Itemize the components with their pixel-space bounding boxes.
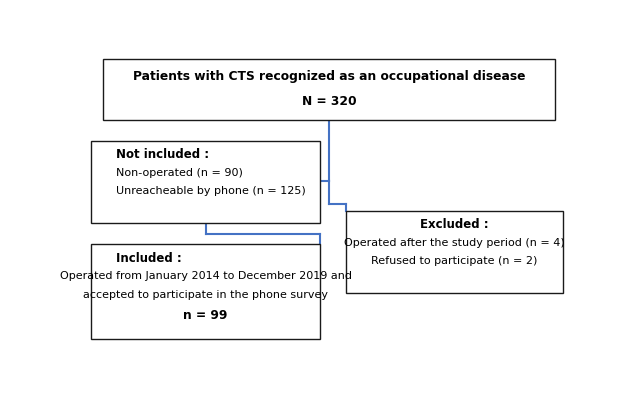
- Bar: [103, 59, 555, 120]
- Text: Not included :: Not included :: [116, 149, 209, 162]
- Text: N = 320: N = 320: [302, 95, 356, 108]
- Text: n = 99: n = 99: [184, 309, 228, 322]
- Bar: [347, 211, 563, 293]
- Text: Operated after the study period (n = 4): Operated after the study period (n = 4): [344, 238, 565, 248]
- Text: Operated from January 2014 to December 2019 and: Operated from January 2014 to December 2…: [60, 271, 352, 281]
- Text: Included :: Included :: [116, 252, 182, 265]
- Text: Unreacheable by phone (n = 125): Unreacheable by phone (n = 125): [116, 186, 306, 196]
- Text: Refused to participate (n = 2): Refused to participate (n = 2): [372, 256, 538, 266]
- Text: Non-operated (n = 90): Non-operated (n = 90): [116, 168, 243, 178]
- Text: Patients with CTS recognized as an occupational disease: Patients with CTS recognized as an occup…: [133, 70, 525, 83]
- Bar: [91, 141, 320, 223]
- Bar: [91, 244, 320, 338]
- Text: Excluded :: Excluded :: [421, 218, 489, 231]
- Text: accepted to participate in the phone survey: accepted to participate in the phone sur…: [83, 290, 328, 299]
